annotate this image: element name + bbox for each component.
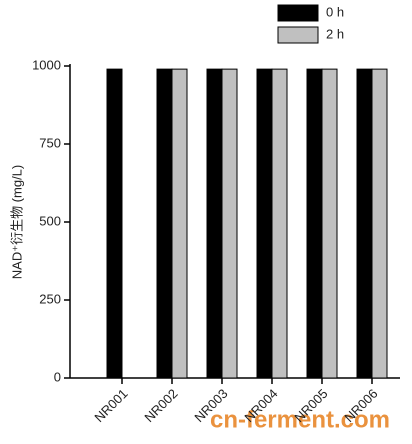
bar — [356, 68, 373, 379]
y-tick-label: 750 — [39, 135, 61, 150]
bar — [256, 68, 273, 379]
bar — [106, 68, 123, 379]
bar — [371, 68, 388, 379]
bar — [206, 68, 223, 379]
y-tick-label: 250 — [39, 291, 61, 306]
watermark: cn-ferment.com — [210, 406, 390, 433]
y-axis-label: NAD⁺衍生物 (mg/L) — [9, 165, 24, 279]
legend-label: 2 h — [326, 26, 344, 41]
y-tick-label: 0 — [54, 369, 61, 384]
legend-swatch — [277, 4, 319, 22]
y-tick-label: 1000 — [32, 57, 61, 72]
bar — [221, 68, 238, 379]
bar — [306, 68, 323, 379]
bar — [321, 68, 338, 379]
legend-label: 0 h — [326, 4, 344, 19]
x-tick-label: NR002 — [141, 386, 180, 425]
y-tick-label: 500 — [39, 213, 61, 228]
bar — [156, 68, 173, 379]
x-tick-label: NR001 — [91, 386, 130, 425]
bar — [271, 68, 288, 379]
bar — [171, 68, 188, 379]
legend-swatch — [277, 26, 319, 44]
